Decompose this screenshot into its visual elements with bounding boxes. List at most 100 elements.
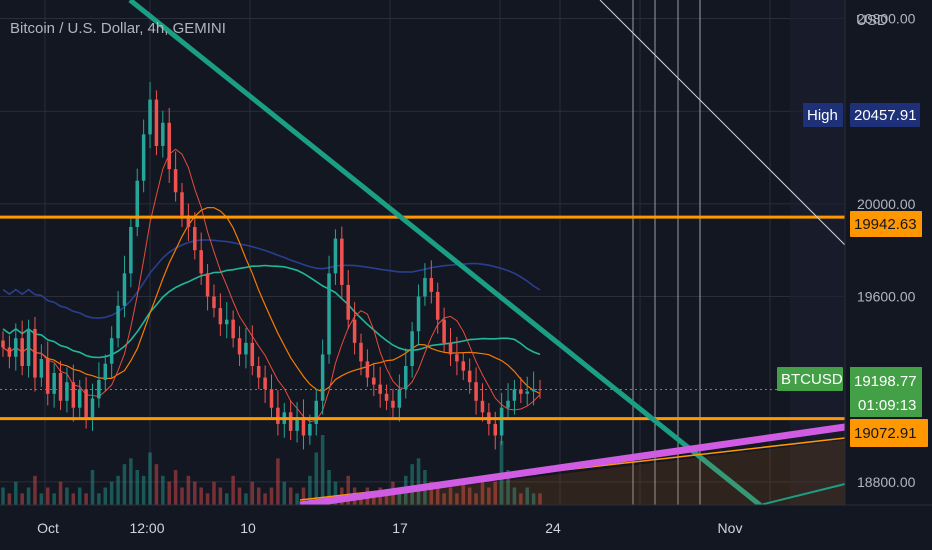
volume-bar — [288, 487, 293, 505]
volume-bar — [141, 475, 146, 505]
price-tick-label: 20000.00 — [857, 196, 916, 212]
candle-body — [84, 389, 88, 417]
volume-bar — [90, 470, 95, 505]
volume-bar — [320, 435, 325, 505]
candle-body — [474, 382, 478, 401]
volume-bar — [276, 458, 280, 505]
candle-body — [410, 331, 414, 367]
volume-bar — [461, 481, 466, 505]
candle-body — [372, 377, 376, 385]
candle-body — [416, 296, 421, 332]
volume-bar — [97, 493, 101, 505]
volume-bar — [455, 493, 459, 505]
candle-body — [77, 389, 82, 408]
time-tick-label: 17 — [392, 520, 408, 536]
volume-bar — [77, 487, 82, 505]
volume-bar — [474, 493, 478, 505]
candle-body — [365, 361, 370, 378]
volume-bar — [33, 475, 37, 505]
volume-bar — [448, 487, 453, 505]
candle-body — [199, 250, 203, 274]
drawing-tools — [0, 0, 846, 509]
price-tick-label: 18800.00 — [857, 474, 916, 490]
volume-bar — [519, 493, 523, 505]
resistance-badge-box — [850, 211, 922, 237]
candle-body — [224, 319, 229, 325]
candle-body — [39, 359, 44, 378]
price-badges: High 20457.91 19942.63 BTCUSD 19198.77 01:09:… — [777, 103, 928, 447]
time-axis[interactable]: Oct 12:00 10 17 24 Nov — [0, 504, 932, 550]
candle-body — [314, 400, 319, 424]
candle-body — [71, 382, 76, 408]
volume-bar — [218, 487, 223, 505]
candle-body — [52, 372, 56, 394]
candle-body — [455, 354, 459, 362]
volume-bar — [193, 481, 197, 505]
support-badge-text: 19072.91 — [854, 425, 917, 442]
candle-body — [154, 99, 159, 146]
diagonal-ray — [599, 0, 846, 246]
candle-body — [33, 328, 37, 378]
candle-body — [531, 389, 536, 392]
volume-bar — [148, 452, 152, 505]
volume-bar — [250, 481, 255, 505]
descending-trendline — [128, 0, 762, 507]
candle-body — [429, 277, 434, 292]
candle-body — [205, 273, 210, 297]
candle-body — [276, 407, 280, 424]
candle-body — [148, 99, 152, 135]
volume-bar — [506, 470, 510, 505]
candle-body — [263, 377, 267, 390]
volume-bar — [103, 487, 108, 505]
volume-bar — [122, 464, 127, 505]
candle-body — [237, 338, 242, 355]
volume-bar — [20, 493, 24, 505]
volume-bar — [416, 458, 421, 505]
symbol-badge-box — [777, 367, 843, 391]
candle-body — [90, 398, 95, 417]
volume-bar — [531, 493, 536, 505]
candle-body — [493, 423, 498, 436]
volume-bar — [346, 475, 350, 505]
volume-bar — [314, 452, 319, 505]
time-tick-label: 24 — [545, 520, 561, 536]
candle-body — [340, 238, 344, 285]
candle-body — [250, 342, 255, 367]
volume-bar — [487, 487, 491, 505]
volume-bar — [244, 493, 248, 505]
candle-body — [244, 342, 248, 355]
volume-bar — [7, 493, 12, 505]
volume-bar — [14, 481, 18, 505]
candle-body — [122, 273, 127, 306]
candle-body — [173, 169, 178, 193]
volume-bar — [525, 487, 529, 505]
candle-body — [333, 238, 338, 274]
candle-body — [461, 361, 466, 371]
candle-body — [7, 347, 12, 357]
volume-bar — [199, 487, 203, 505]
volume-bar — [129, 458, 133, 505]
candle-body — [442, 319, 446, 343]
axis-unit-label: USD — [856, 12, 888, 29]
time-tick-label: Nov — [718, 520, 743, 536]
time-tick-label: 10 — [240, 520, 256, 536]
volume-bar — [26, 487, 31, 505]
candle-body — [269, 389, 274, 408]
price-axis-background — [845, 0, 932, 550]
candle-body — [231, 319, 235, 339]
volume-bar — [538, 493, 542, 505]
candle-body — [65, 382, 69, 401]
high-value-badge-text: 20457.91 — [854, 107, 917, 124]
candle-body — [20, 338, 24, 367]
last-price-value: 19198.77 — [854, 373, 917, 390]
chart-title: Bitcoin / U.S. Dollar, 4h, GEMINI — [10, 20, 226, 37]
candle-body — [212, 296, 216, 309]
candle-body — [161, 122, 165, 146]
candle-body — [301, 416, 306, 436]
last-price-badge-box — [850, 367, 922, 417]
candle-body — [423, 277, 427, 297]
